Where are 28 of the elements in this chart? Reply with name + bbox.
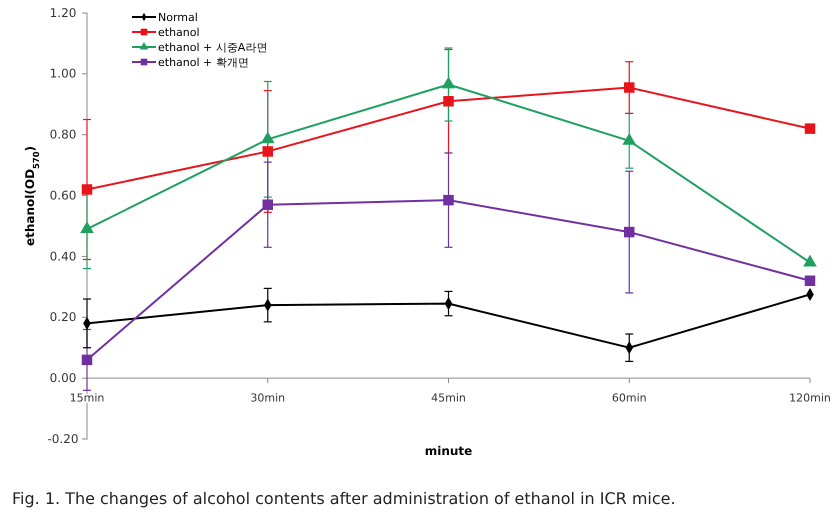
y-tick-label: 1.20 <box>50 6 76 20</box>
y-tick-label: 0.40 <box>50 249 76 264</box>
x-tick-label: 120min <box>789 392 831 405</box>
y-tick-label: 0.20 <box>50 310 76 324</box>
y-tick-label: 0.00 <box>50 370 76 385</box>
legend-label: Normal <box>158 11 198 24</box>
point <box>443 96 454 106</box>
point <box>804 276 816 286</box>
point <box>262 199 273 210</box>
point <box>443 194 454 206</box>
x-tick-label: 30min <box>250 392 286 405</box>
point <box>624 82 634 93</box>
y-tick-label: 0.60 <box>50 188 76 202</box>
x-tick-label: 60min <box>612 392 647 405</box>
point <box>804 123 816 134</box>
legend-label: ethanol + 확개면 <box>158 56 249 69</box>
x-tick-label: 45min <box>431 392 466 405</box>
y-tick-label: 0.80 <box>50 128 76 142</box>
caption: Fig. 1. The changes of alcohol contents after administration of ethanol in ICR mice. <box>12 489 676 508</box>
legend-label: ethanol <box>158 26 200 39</box>
point <box>82 184 92 195</box>
point <box>82 354 92 366</box>
y-tick-label: 1.00 <box>50 66 76 81</box>
y-tick-label: -0.20 <box>47 432 79 446</box>
legend-label: ethanol + 시중A라면 <box>158 41 268 54</box>
point <box>624 226 634 238</box>
x-axis-title: minute <box>424 444 472 458</box>
point <box>262 146 273 157</box>
